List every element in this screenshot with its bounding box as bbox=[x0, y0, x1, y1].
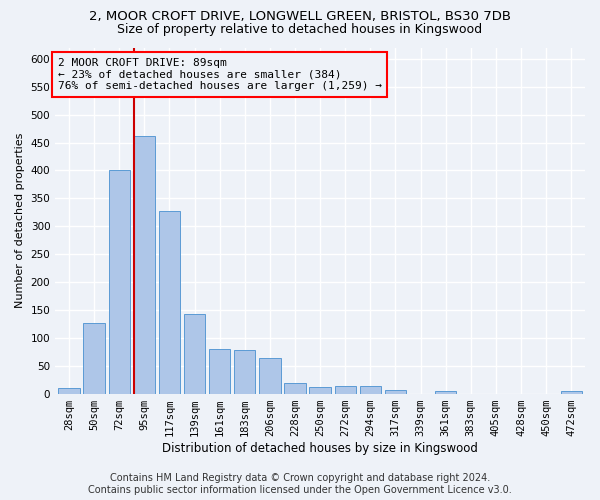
Bar bbox=[359, 386, 381, 394]
Bar bbox=[159, 210, 180, 394]
Bar bbox=[134, 136, 155, 394]
Text: 2 MOOR CROFT DRIVE: 89sqm
← 23% of detached houses are smaller (384)
76% of semi: 2 MOOR CROFT DRIVE: 89sqm ← 23% of detac… bbox=[58, 58, 382, 91]
Bar bbox=[109, 170, 130, 394]
Text: Size of property relative to detached houses in Kingswood: Size of property relative to detached ho… bbox=[118, 22, 482, 36]
Bar bbox=[310, 388, 331, 394]
Bar bbox=[209, 350, 230, 394]
Bar bbox=[83, 322, 105, 394]
Y-axis label: Number of detached properties: Number of detached properties bbox=[15, 133, 25, 308]
Bar bbox=[184, 314, 205, 394]
Bar bbox=[58, 388, 80, 394]
Bar bbox=[259, 358, 281, 394]
Bar bbox=[560, 392, 582, 394]
Bar bbox=[234, 350, 256, 394]
X-axis label: Distribution of detached houses by size in Kingswood: Distribution of detached houses by size … bbox=[162, 442, 478, 455]
Text: 2, MOOR CROFT DRIVE, LONGWELL GREEN, BRISTOL, BS30 7DB: 2, MOOR CROFT DRIVE, LONGWELL GREEN, BRI… bbox=[89, 10, 511, 23]
Bar bbox=[284, 383, 305, 394]
Text: Contains HM Land Registry data © Crown copyright and database right 2024.
Contai: Contains HM Land Registry data © Crown c… bbox=[88, 474, 512, 495]
Bar bbox=[335, 386, 356, 394]
Bar bbox=[385, 390, 406, 394]
Bar bbox=[435, 392, 457, 394]
